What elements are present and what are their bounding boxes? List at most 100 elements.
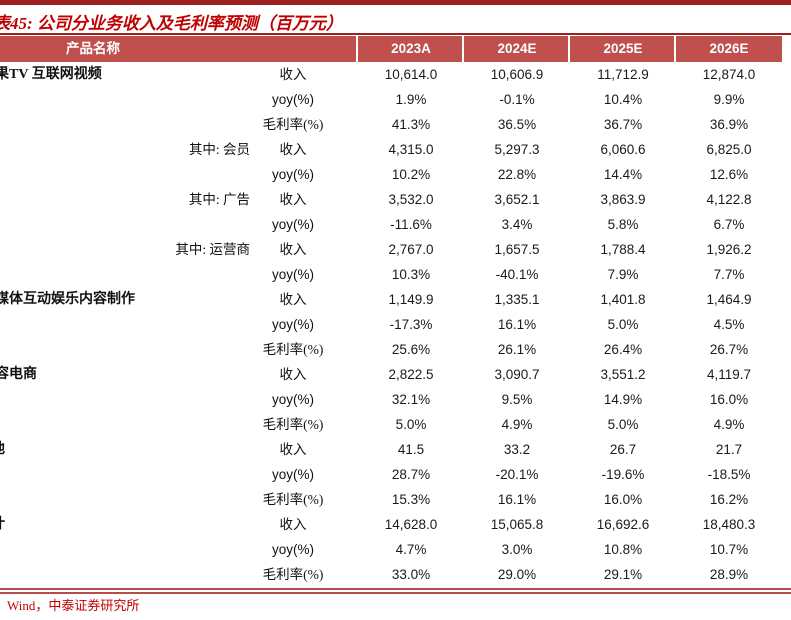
value-2023A: 1.9% xyxy=(395,92,427,107)
value-2023A: 41.5 xyxy=(397,442,425,457)
table-row: 他 收入 41.5 33.2 26.7 21.7 xyxy=(0,437,791,462)
row-metric-label: yoy(%) xyxy=(271,267,314,282)
value-2024E: 3,652.1 xyxy=(494,192,540,207)
value-2025E: 10.8% xyxy=(603,542,643,557)
value-2025E: 1,401.8 xyxy=(600,292,646,307)
table-row: 毛利率(%) 33.0% 29.0% 29.1% 28.9% xyxy=(0,562,791,587)
value-2026E: 18,480.3 xyxy=(702,517,756,532)
row-product-label: 计 xyxy=(0,512,250,537)
table-row: yoy(%) -17.3% 16.1% 5.0% 4.5% xyxy=(0,312,791,337)
value-2024E: 3.0% xyxy=(501,542,533,557)
row-metric-label: yoy(%) xyxy=(271,392,314,407)
value-2024E: 4.9% xyxy=(501,417,533,432)
value-2024E: 5,297.3 xyxy=(494,142,540,157)
value-2024E: -0.1% xyxy=(499,92,535,107)
row-product-label xyxy=(0,262,250,287)
value-2026E: 16.0% xyxy=(709,392,749,407)
row-metric-label: 收入 xyxy=(279,292,307,307)
table-row: 毛利率(%) 25.6% 26.1% 26.4% 26.7% xyxy=(0,337,791,362)
value-2024E: 9.5% xyxy=(501,392,533,407)
row-metric-label: 毛利率(%) xyxy=(262,567,324,582)
row-product-label xyxy=(0,337,250,362)
value-2026E: 4.9% xyxy=(713,417,745,432)
value-2023A: 10.2% xyxy=(391,167,431,182)
row-metric-label: 毛利率(%) xyxy=(262,342,324,357)
header-year-2026E: 2026E xyxy=(709,41,749,56)
value-2024E: 33.2 xyxy=(503,442,531,457)
value-2023A: -17.3% xyxy=(389,317,433,332)
value-2026E: 9.9% xyxy=(713,92,745,107)
value-2026E: 6,825.0 xyxy=(706,142,752,157)
header-year-2024E: 2024E xyxy=(497,41,537,56)
value-2023A: 28.7% xyxy=(391,467,431,482)
value-2023A: 33.0% xyxy=(391,567,431,582)
table-row: 其中: 广告 收入 3,532.0 3,652.1 3,863.9 4,122.8 xyxy=(0,187,791,212)
table-row: 毛利率(%) 5.0% 4.9% 5.0% 4.9% xyxy=(0,412,791,437)
value-2023A: 32.1% xyxy=(391,392,431,407)
row-metric-label: 毛利率(%) xyxy=(262,117,324,132)
row-product-label: 其中: 运营商 xyxy=(175,242,250,257)
table-row: 计 收入 14,628.0 15,065.8 16,692.6 18,480.3 xyxy=(0,512,791,537)
table-row: 其中: 会员 收入 4,315.0 5,297.3 6,060.6 6,825.0 xyxy=(0,137,791,162)
row-metric-label: yoy(%) xyxy=(271,317,314,332)
value-2026E: 36.9% xyxy=(709,117,749,132)
value-2025E: 5.0% xyxy=(607,417,639,432)
table-row: yoy(%) 10.3% -40.1% 7.9% 7.7% xyxy=(0,262,791,287)
row-metric-label: 毛利率(%) xyxy=(262,417,324,432)
value-2025E: 5.0% xyxy=(607,317,639,332)
row-metric-label: yoy(%) xyxy=(271,467,314,482)
value-2026E: 12,874.0 xyxy=(702,67,756,82)
value-2026E: -18.5% xyxy=(707,467,751,482)
value-2024E: -20.1% xyxy=(495,467,539,482)
bottom-double-rule-upper xyxy=(0,588,791,590)
value-2024E: 1,335.1 xyxy=(494,292,540,307)
table-row: 其中: 运营商 收入 2,767.0 1,657.5 1,788.4 1,926.2 xyxy=(0,237,791,262)
row-metric-label: yoy(%) xyxy=(271,167,314,182)
row-metric-label: 收入 xyxy=(279,192,307,207)
value-2024E: 3.4% xyxy=(501,217,533,232)
value-2024E: 3,090.7 xyxy=(494,367,540,382)
value-2023A: 10,614.0 xyxy=(384,67,438,82)
table-header-row: 产品名称 2023A 2024E 2025E 2026E xyxy=(0,36,782,62)
row-metric-label: 收入 xyxy=(279,442,307,457)
value-2024E: 36.5% xyxy=(497,117,537,132)
value-2026E: 4.5% xyxy=(713,317,745,332)
row-product-label: 其中: 会员 xyxy=(188,142,250,157)
value-2025E: 29.1% xyxy=(603,567,643,582)
value-2023A: 1,149.9 xyxy=(388,292,434,307)
row-product-label: 容电商 xyxy=(0,367,37,382)
table-row: 毛利率(%) 41.3% 36.5% 36.7% 36.9% xyxy=(0,112,791,137)
value-2026E: 21.7 xyxy=(715,442,743,457)
table-title: 表45: 公司分业务收入及毛利率预测（百万元） xyxy=(0,14,343,33)
value-2025E: 36.7% xyxy=(603,117,643,132)
row-product-label xyxy=(0,212,250,237)
value-2024E: 22.8% xyxy=(497,167,537,182)
value-2026E: 16.2% xyxy=(709,492,749,507)
table-body: 果TV 互联网视频 收入 10,614.0 10,606.9 11,712.9 12,87… xyxy=(0,62,791,587)
value-2025E: 26.7 xyxy=(609,442,637,457)
table-row: 果TV 互联网视频 收入 10,614.0 10,606.9 11,712.9 12,87… xyxy=(0,62,791,87)
value-2023A: 5.0% xyxy=(395,417,427,432)
row-product-label xyxy=(0,412,250,437)
value-2024E: 16.1% xyxy=(497,492,537,507)
row-product-label: 果TV 互联网视频 xyxy=(0,67,102,82)
value-2026E: 12.6% xyxy=(709,167,749,182)
value-2025E: 16,692.6 xyxy=(596,517,650,532)
value-2024E: 16.1% xyxy=(497,317,537,332)
table-row: yoy(%) 4.7% 3.0% 10.8% 10.7% xyxy=(0,537,791,562)
table-row: yoy(%) 10.2% 22.8% 14.4% 12.6% xyxy=(0,162,791,187)
row-metric-label: 毛利率(%) xyxy=(262,492,324,507)
row-product-label: 其中: 广告 xyxy=(188,192,250,207)
value-2023A: 2,822.5 xyxy=(388,367,434,382)
value-2024E: 15,065.8 xyxy=(490,517,544,532)
row-product-label xyxy=(0,537,250,562)
row-metric-label: yoy(%) xyxy=(271,217,314,232)
value-2025E: 3,863.9 xyxy=(600,192,646,207)
header-column-divider xyxy=(568,36,570,62)
header-column-divider xyxy=(462,36,464,62)
table-row: yoy(%) -11.6% 3.4% 5.8% 6.7% xyxy=(0,212,791,237)
value-2023A: 41.3% xyxy=(391,117,431,132)
value-2026E: 28.9% xyxy=(709,567,749,582)
value-2025E: 26.4% xyxy=(603,342,643,357)
table-row: 媒体互动娱乐内容制作 收入 1,149.9 1,335.1 1,401.8 1,464.9 xyxy=(0,287,791,312)
